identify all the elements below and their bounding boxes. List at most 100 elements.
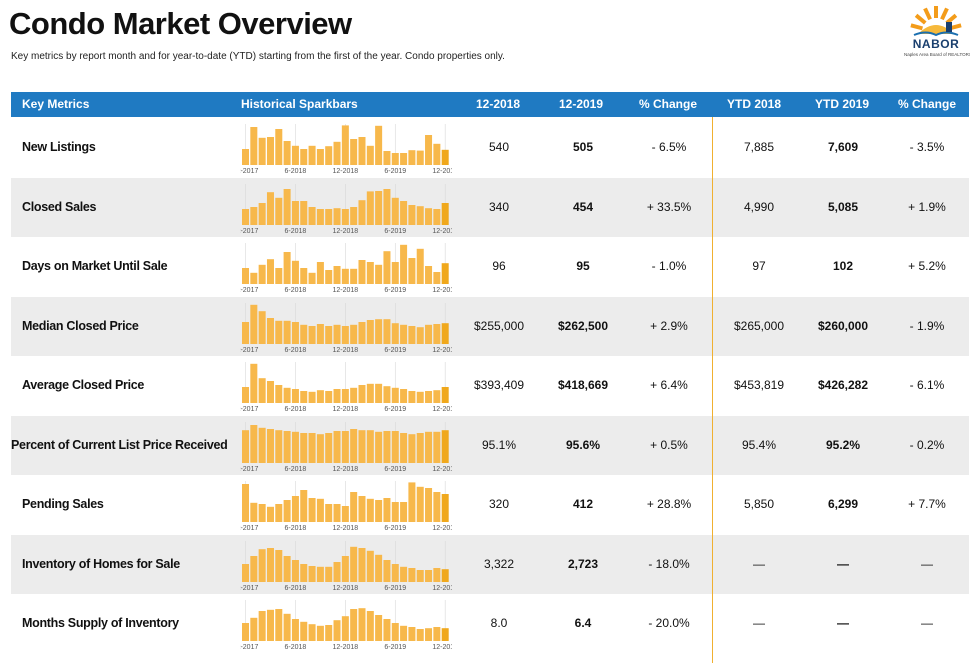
spark-bar (341, 125, 349, 165)
table-row: Closed Sales12-20176-201812-20186-201912… (11, 177, 969, 237)
spark-bar (366, 262, 374, 284)
spark-bar (400, 153, 408, 165)
spark-bar (250, 206, 258, 225)
spark-bar (242, 268, 250, 284)
col-12-2018: 12-2018 (475, 97, 521, 111)
spark-axis-label: 6-2018 (285, 228, 307, 234)
spark-axis-label: 6-2018 (285, 168, 307, 174)
spark-axis-label: 12-2019 (432, 406, 452, 412)
spark-bar (325, 391, 333, 403)
spark-bar (425, 391, 433, 403)
spark-axis-label: 6-2018 (285, 406, 307, 412)
metric-label: Inventory of Homes for Sale (22, 556, 180, 571)
value-ytd2019: 102 (832, 259, 854, 273)
spark-bar (391, 153, 399, 165)
spark-axis-label: 6-2019 (384, 287, 406, 293)
spark-axis-label: 12-2019 (432, 466, 452, 472)
spark-bar (358, 429, 366, 463)
spark-bar (325, 146, 333, 165)
spark-bar (283, 500, 291, 522)
spark-bar (250, 363, 258, 403)
spark-axis-label: 12-2017 (240, 347, 258, 353)
sun-logo-icon (910, 6, 962, 37)
value-ytd2019: 6,299 (827, 497, 859, 511)
value-m2019: 505 (572, 140, 594, 154)
spark-bar (391, 197, 399, 225)
spark-bar (283, 252, 291, 284)
spark-bar (325, 325, 333, 344)
spark-bar (266, 381, 274, 403)
spark-bar (425, 324, 433, 344)
spark-bar (441, 322, 449, 344)
table-row: Months Supply of Inventory12-20176-20181… (11, 594, 969, 654)
spark-axis-label: 6-2019 (384, 347, 406, 353)
spark-bar (250, 127, 258, 165)
spark-axis-label: 6-2019 (384, 466, 406, 472)
spark-bar (425, 431, 433, 463)
spark-bar (341, 389, 349, 403)
value-ytd-pct: + 1.9% (908, 199, 946, 214)
spark-bar (433, 208, 441, 225)
value-m2019: 6.4 (574, 616, 592, 630)
value-ytd-pct: — (921, 556, 933, 571)
spark-bar (333, 389, 341, 403)
spark-bar (341, 268, 349, 284)
value-m2018: 8.0 (490, 616, 508, 630)
spark-bar (391, 563, 399, 582)
value-ytd2019: 5,085 (827, 199, 859, 214)
table-row: Days on Market Until Sale12-20176-201812… (11, 237, 969, 297)
spark-bar (308, 272, 316, 284)
spark-axis-label: 6-2018 (285, 347, 307, 353)
spark-bar (325, 270, 333, 284)
spark-axis-label: 12-2017 (240, 466, 258, 472)
spark-bar (300, 391, 308, 403)
spark-bar (242, 321, 250, 344)
spark-bar (291, 260, 299, 284)
spark-bar (433, 567, 441, 582)
spark-axis-label: 12-2018 (332, 168, 358, 174)
spark-bar (391, 502, 399, 522)
spark-bar (441, 149, 449, 165)
spark-bar (358, 260, 366, 284)
spark-bar (242, 387, 250, 403)
spark-bar (258, 427, 266, 463)
spark-bar (358, 385, 366, 403)
spark-bar (375, 125, 383, 165)
sparkbar-chart: 12-2017 6-2018 12-2018 6-2019 12-2019 (240, 600, 452, 650)
spark-bar (258, 611, 266, 641)
spark-bar (425, 569, 433, 582)
spark-bar (316, 625, 324, 641)
spark-bar (350, 139, 358, 165)
spark-bar (441, 387, 449, 403)
spark-bar (316, 149, 324, 165)
spark-bar (258, 137, 266, 165)
spark-bar (366, 611, 374, 641)
spark-bar (366, 319, 374, 344)
spark-bar (258, 548, 266, 582)
spark-bar (375, 554, 383, 582)
nabor-logo: NABOR Naples Area Board of REALTORS® (904, 4, 970, 64)
spark-bar (383, 498, 391, 522)
spark-bar (308, 432, 316, 463)
spark-bar (266, 547, 274, 582)
spark-bar (266, 259, 274, 284)
spark-bar (325, 208, 333, 225)
spark-bar (433, 431, 441, 463)
spark-bar (308, 206, 316, 225)
spark-bar (275, 549, 283, 582)
spark-bar (400, 389, 408, 403)
spark-bar (433, 390, 441, 403)
spark-bar (441, 568, 449, 582)
value-pct: + 2.9% (650, 318, 688, 333)
spark-bar (291, 431, 299, 463)
spark-bar (416, 629, 424, 641)
spark-axis-label: 12-2019 (432, 644, 452, 650)
value-ytd-pct: + 7.7% (908, 497, 946, 511)
value-ytd-pct: - 1.9% (909, 318, 945, 333)
sparkbar-chart: 12-2017 6-2018 12-2018 6-2019 12-2019 (240, 421, 452, 472)
ytd-divider (712, 117, 713, 663)
spark-bar (358, 496, 366, 522)
spark-bar (300, 490, 308, 522)
table-row: Average Closed Price 12-2017 6-2018 12-2018… (11, 356, 969, 416)
spark-bar (433, 143, 441, 165)
